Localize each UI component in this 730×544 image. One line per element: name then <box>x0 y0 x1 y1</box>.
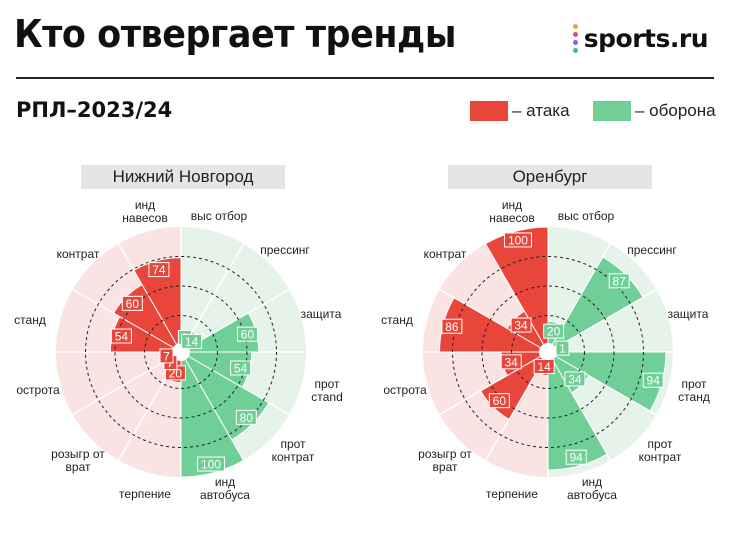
value-tag: 87 <box>608 273 630 289</box>
logo-dots-icon <box>572 24 578 53</box>
value-label: 34 <box>504 355 518 369</box>
category-label: прессинг <box>260 243 310 257</box>
category-label: выс отбор <box>558 209 615 223</box>
value-label: 54 <box>234 361 248 375</box>
value-label: 7 <box>163 349 170 363</box>
logo-text: sports.ru <box>583 24 709 53</box>
legend-attack: – атака <box>470 101 570 121</box>
category-label: терпение <box>486 487 538 501</box>
value-tag: 100 <box>197 456 226 472</box>
category-label: защита <box>668 307 709 321</box>
value-tag: 74 <box>148 262 170 278</box>
value-label: 86 <box>445 320 459 334</box>
value-label: 74 <box>152 263 166 277</box>
polar-chart-0: 1146054801002077546074выс отборпрессингз… <box>14 198 343 502</box>
value-tag: 1 <box>555 340 570 356</box>
value-tag: 60 <box>121 295 143 311</box>
dashed-ring <box>481 285 615 419</box>
value-tag: 100 <box>503 232 532 248</box>
legend-defense-label: – оборона <box>635 101 716 120</box>
team-label-nizhny: Нижний Новгород <box>81 165 285 189</box>
season-subtitle: РПЛ–2023/24 <box>16 98 173 122</box>
value-label: 100 <box>508 233 528 247</box>
value-label: 60 <box>126 297 140 311</box>
value-label: 14 <box>185 335 199 349</box>
value-label: 34 <box>568 372 582 386</box>
value-label: 87 <box>612 274 626 288</box>
value-tag: 94 <box>642 372 664 388</box>
value-tag: 34 <box>510 317 532 333</box>
legend-attack-swatch <box>470 101 508 121</box>
category-label: станд <box>381 313 413 327</box>
value-tag: 7 <box>159 348 174 364</box>
legend-defense: – оборона <box>593 101 716 121</box>
value-label: 60 <box>241 328 255 342</box>
header-divider <box>16 77 714 79</box>
category-label: станд <box>14 313 46 327</box>
dashed-ring <box>144 315 218 389</box>
value-tag: 80 <box>235 409 257 425</box>
category-label: выс отбор <box>191 209 248 223</box>
category-label: прот стand <box>311 377 343 404</box>
value-tag: 20 <box>543 323 565 339</box>
category-label: острота <box>16 383 60 397</box>
category-label: инд автобуса <box>200 475 250 502</box>
value-label: 34 <box>514 319 528 333</box>
value-tag: 34 <box>500 354 522 370</box>
value-label: 94 <box>647 374 661 388</box>
legend-defense-swatch <box>593 101 631 121</box>
category-label: контрат <box>57 247 100 261</box>
value-tag: 60 <box>488 393 510 409</box>
category-label: инд автобуса <box>567 475 617 502</box>
category-label: розыгр от врат <box>51 447 105 474</box>
center-hole <box>539 343 557 361</box>
dashed-ring <box>114 285 248 419</box>
category-label: инд навесов <box>122 198 167 225</box>
category-label: терпение <box>119 487 171 501</box>
value-label: 80 <box>240 411 254 425</box>
sports-ru-logo: sports.ru <box>572 24 709 53</box>
category-label: прессинг <box>627 243 677 257</box>
value-tag: 34 <box>564 371 586 387</box>
polar-chart-1: 20 87 1 94 34 94 14 60 34 86 34 100 выс отбор прессин… <box>381 198 710 502</box>
value-tag: 60 <box>236 326 258 342</box>
value-label: 100 <box>201 458 221 472</box>
value-label: 94 <box>570 451 584 465</box>
category-label: прот станд <box>678 377 710 404</box>
category-label: защита <box>301 307 342 321</box>
category-label: прот контрат <box>272 437 315 464</box>
dashed-ring <box>452 256 644 448</box>
category-label: острота <box>383 383 427 397</box>
dashed-ring <box>511 315 585 389</box>
category-label: инд навесов <box>489 198 534 225</box>
value-label: 14 <box>537 360 551 374</box>
value-label: 54 <box>115 330 129 344</box>
category-label: контрат <box>424 247 467 261</box>
category-label: розыгр от врат <box>418 447 472 474</box>
value-tag: 54 <box>230 360 252 376</box>
value-tag: 54 <box>110 328 132 344</box>
page-title: Кто отвергает тренды <box>14 12 456 56</box>
dashed-ring <box>85 256 277 448</box>
value-label: 60 <box>493 394 507 408</box>
category-label: прот контрат <box>639 437 682 464</box>
legend-attack-label: – атака <box>512 101 570 120</box>
value-tag: 94 <box>565 449 587 465</box>
value-tag: 14 <box>181 333 203 349</box>
value-label: 1 <box>559 342 566 356</box>
team-label-orenburg: Оренбург <box>448 165 652 189</box>
value-tag: 86 <box>441 318 463 334</box>
value-tag: 14 <box>533 358 555 374</box>
value-label: 20 <box>547 325 561 339</box>
